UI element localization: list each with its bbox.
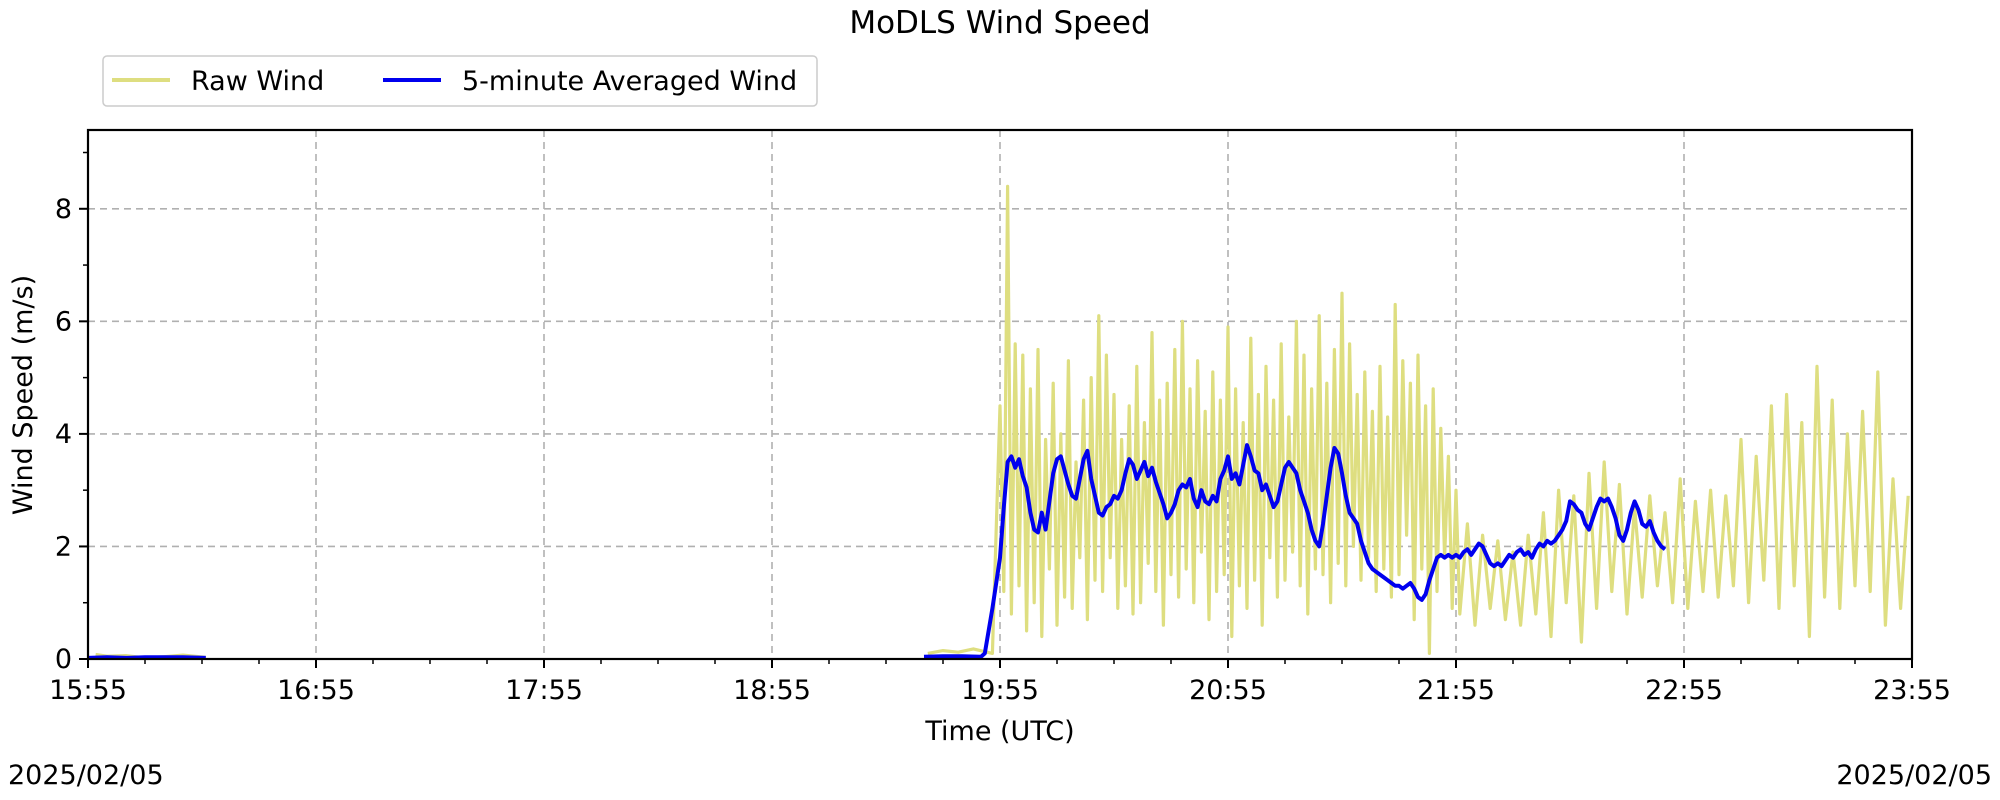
x-tick-label: 18:55 (733, 675, 811, 706)
x-tick-label: 17:55 (505, 675, 583, 706)
y-tick-label: 8 (55, 194, 72, 225)
y-tick-label: 2 (55, 531, 72, 562)
footer-date-right: 2025/02/05 (1836, 760, 1992, 791)
series-averaged-wind (87, 443, 1667, 660)
raw-wind-line (927, 184, 1910, 656)
x-tick-label: 16:55 (277, 675, 355, 706)
legend: Raw Wind 5-minute Averaged Wind (102, 55, 818, 107)
legend-label-avg: 5-minute Averaged Wind (462, 66, 797, 97)
y-tick-label: 6 (55, 306, 72, 337)
y-axis-ticks: 0 2 4 6 8 (55, 151, 88, 675)
y-tick-label: 4 (55, 419, 72, 450)
y-tick-label: 0 (55, 644, 72, 675)
footer-date-left: 2025/02/05 (8, 760, 164, 791)
averaged-wind-line (87, 655, 206, 660)
x-tick-label: 19:55 (961, 675, 1039, 706)
x-tick-label: 23:55 (1873, 675, 1951, 706)
x-tick-label: 21:55 (1417, 675, 1495, 706)
x-axis-ticks: 15:55 16:55 17:55 18:55 19:55 20:55 21:55 22:55… (49, 659, 1951, 706)
legend-label-raw: Raw Wind (191, 66, 324, 97)
averaged-wind-line (923, 443, 1667, 659)
x-tick-label: 22:55 (1645, 675, 1723, 706)
x-tick-label: 20:55 (1189, 675, 1267, 706)
legend-box (102, 55, 818, 107)
y-axis-label: Wind Speed (m/s) (8, 275, 39, 515)
x-axis-label: Time (UTC) (924, 716, 1074, 747)
x-tick-label: 15:55 (49, 675, 127, 706)
chart-title: MoDLS Wind Speed (849, 5, 1150, 41)
